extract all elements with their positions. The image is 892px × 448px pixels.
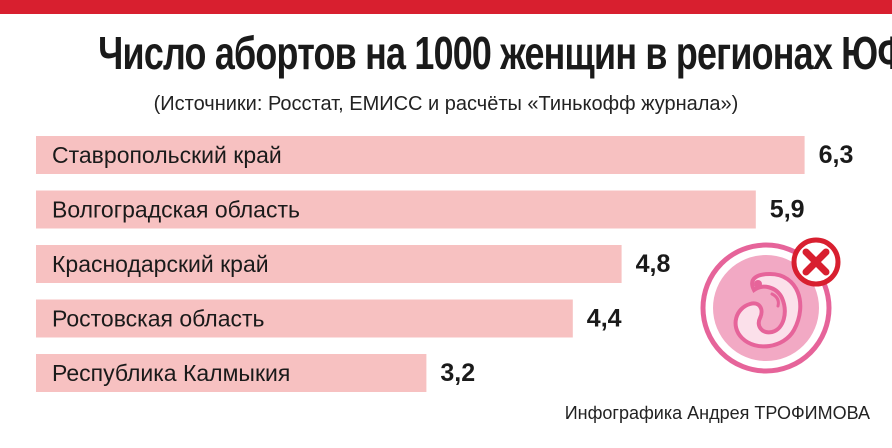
category-label: Ростовская область xyxy=(52,306,265,332)
bar-5 xyxy=(36,354,427,392)
value-label: 6,3 xyxy=(819,141,854,169)
category-label: Волгоградская область xyxy=(52,197,300,223)
chart-title: Число абортов на 1000 женщин в регионах … xyxy=(98,27,892,79)
bar-3 xyxy=(36,245,622,283)
value-label: 4,4 xyxy=(587,305,622,333)
value-label: 3,2 xyxy=(440,359,475,387)
value-label: 5,9 xyxy=(770,196,805,224)
category-label: Республика Калмыкия xyxy=(52,360,290,386)
bar-2 xyxy=(36,190,756,229)
fetus-crossed-icon xyxy=(700,237,841,374)
category-label: Краснодарский край xyxy=(52,251,269,277)
value-label: 4,8 xyxy=(636,250,671,278)
bar-4 xyxy=(36,299,573,338)
category-label: Ставропольский край xyxy=(52,142,282,168)
bar-1 xyxy=(36,136,805,174)
chart-subtitle: (Источники: Росстат, ЕМИСС и расчёты «Ти… xyxy=(153,93,739,115)
credit-text: Инфографика Андрея ТРОФИМОВА xyxy=(564,403,870,423)
top-accent-bar xyxy=(0,0,892,14)
